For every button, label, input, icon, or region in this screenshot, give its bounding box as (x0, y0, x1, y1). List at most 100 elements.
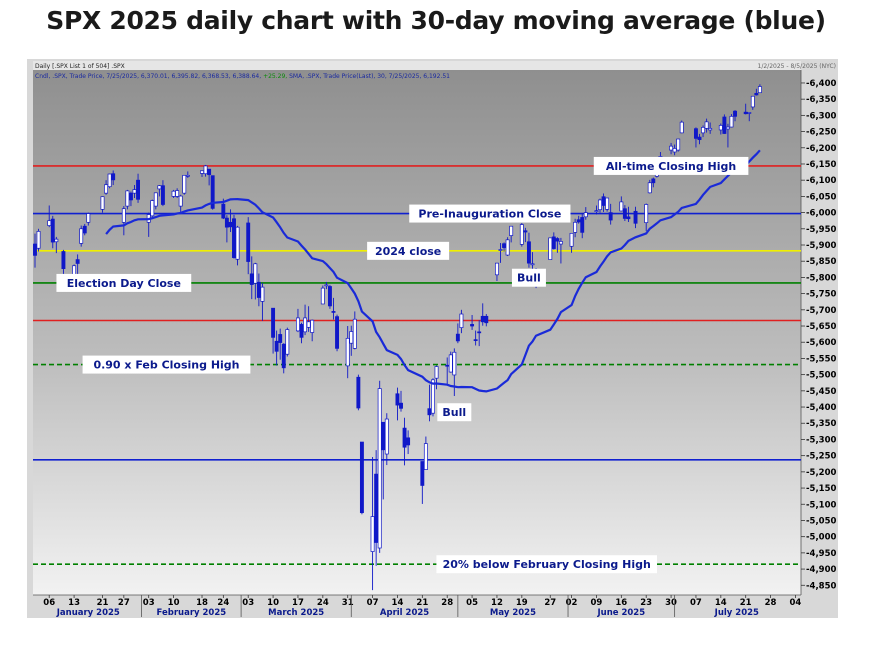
candle-body-5 (61, 251, 66, 270)
y-tick-label-8: -5,250 (806, 452, 836, 462)
candle-body-60 (349, 331, 354, 344)
level-label-5: 0.90 x Feb Closing High (93, 359, 239, 372)
candle-body-59 (345, 337, 350, 367)
y-tick-label-9: -5,300 (806, 435, 836, 445)
candle-body-52 (306, 321, 311, 328)
level-label-box-2 (367, 241, 450, 260)
level-label-box-7 (436, 555, 658, 574)
candle-body-61 (352, 318, 357, 349)
candle-body-133 (729, 115, 734, 128)
candle-body-4 (54, 238, 59, 243)
candle-body-66 (377, 388, 382, 549)
candle-body-64 (370, 516, 375, 552)
x-tick-label-11: 24 (317, 598, 329, 608)
candle-body-17 (128, 192, 133, 201)
candle-body-89 (498, 249, 503, 251)
candle-body-65 (374, 473, 379, 543)
x-tick-label-7: 24 (217, 598, 229, 608)
bull-label-box-0 (511, 268, 546, 287)
candle-body-15 (121, 208, 126, 223)
candle-body-1 (36, 231, 41, 249)
candle-body-55 (324, 284, 329, 287)
y-tick-label-25: -6,100 (806, 176, 836, 186)
candle-body-49 (296, 317, 300, 332)
level-label-2: 2024 close (375, 245, 441, 258)
y-tick-label-15: -5,600 (806, 338, 836, 348)
level-label-1: Pre-Inauguration Close (418, 208, 561, 221)
candle-body-46 (278, 334, 283, 343)
y-tick-label-6: -5,150 (806, 484, 836, 494)
y-tick-label-28: -6,250 (806, 128, 836, 138)
candle-body-132 (725, 126, 730, 130)
candle-body-136 (747, 112, 752, 114)
x-tick-label-8: 03 (242, 598, 254, 608)
level-label-box-3 (56, 273, 192, 292)
candle-body-101 (558, 241, 563, 245)
candle-body-37 (232, 218, 236, 258)
candle-body-31 (203, 165, 208, 175)
x-tick-label-4: 03 (143, 598, 155, 608)
level-label-0: All-time Closing High (606, 160, 736, 173)
x-tick-label-2: 21 (97, 598, 109, 608)
header-strip (33, 61, 801, 70)
x-tick-label-6: 18 (196, 598, 208, 608)
y-axis: -4,850 -4,900 -4,950 -5,000 -5,050 -5,100 -5,1… (801, 79, 836, 591)
candle-body-48 (285, 329, 290, 355)
level-label-7: 20% below February Closing High (443, 558, 651, 571)
candle-body-16 (125, 190, 130, 207)
candle-body-32 (207, 168, 212, 176)
y-tick-label-17: -5,700 (806, 306, 836, 316)
candle-body-73 (420, 461, 425, 486)
candle-body-107 (594, 210, 599, 212)
x-tick-label-23: 16 (615, 598, 627, 608)
x-tick-label-24: 23 (640, 598, 652, 608)
x-tick-label-25: 30 (665, 598, 677, 608)
candle-body-109 (601, 196, 606, 206)
chart-title: SPX 2025 daily chart with 30-day moving … (46, 6, 826, 35)
legend-suffix: SMA, .SPX, Trade Price(Last), 30, 7/25/2… (289, 73, 450, 80)
candle-body-71 (402, 427, 407, 448)
y-tick-label-10: -5,350 (806, 419, 836, 429)
candle-body-14 (111, 173, 116, 181)
candle-body-105 (580, 217, 585, 233)
candle-body-69 (395, 393, 400, 406)
legend-line: Cndl, .SPX, Trade Price, 7/25/2025, 6,37… (35, 73, 450, 80)
candle-body-7 (75, 259, 80, 264)
candle-body-24 (160, 185, 165, 205)
candle-body-138 (754, 92, 759, 96)
candle-body-96 (530, 263, 535, 266)
y-tick-label-0: -4,850 (806, 581, 836, 591)
candle-body-38 (235, 226, 240, 260)
candle-body-110 (605, 197, 610, 210)
month-label-3: April 2025 (380, 608, 429, 618)
x-tick-label-30: 04 (790, 598, 802, 608)
candle-body-77 (434, 366, 439, 379)
candle-body-30 (200, 170, 204, 174)
x-tick-label-12: 31 (342, 598, 354, 608)
candle-body-44 (271, 307, 276, 338)
candle-body-124 (679, 121, 684, 134)
month-label-6: July 2025 (714, 608, 759, 618)
candle-body-36 (228, 221, 233, 228)
candle-body-113 (622, 208, 627, 219)
candle-body-88 (495, 262, 499, 276)
y-tick-label-26: -6,150 (806, 160, 836, 170)
candle-body-118 (651, 178, 656, 184)
x-tick-label-10: 17 (292, 598, 304, 608)
candle-body-86 (480, 315, 485, 323)
candle-body-26 (175, 190, 180, 197)
candle-body-122 (672, 148, 677, 153)
candle-body-13 (107, 173, 112, 188)
candle-body-68 (384, 418, 389, 455)
candle-body-23 (157, 185, 162, 190)
x-tick-label-5: 10 (168, 598, 180, 608)
candle-body-87 (484, 315, 489, 324)
y-tick-label-23: -6,000 (806, 209, 836, 219)
month-label-2: March 2025 (268, 608, 324, 618)
y-tick-label-12: -5,450 (806, 387, 836, 397)
candle-body-128 (704, 121, 709, 129)
candle-body-117 (647, 182, 652, 194)
candle-body-74 (423, 443, 428, 470)
x-tick-label-16: 28 (441, 598, 453, 608)
bull-label-0: Bull (517, 272, 541, 285)
